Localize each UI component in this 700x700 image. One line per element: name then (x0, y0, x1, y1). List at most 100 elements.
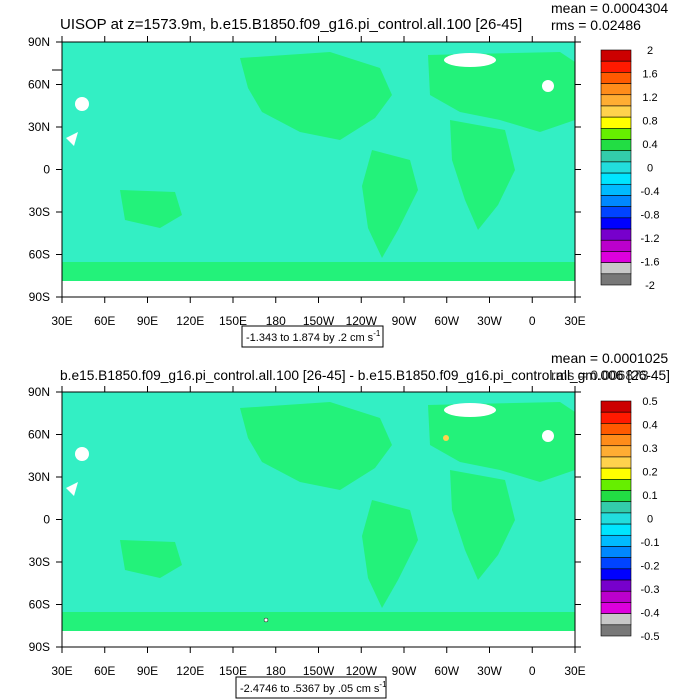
colorbar-swatch (600, 490, 632, 503)
landmass-eurasia (428, 52, 575, 132)
colorbar-swatch (600, 400, 632, 413)
land-mask (62, 402, 575, 631)
colorbar-swatch (600, 251, 632, 263)
unit-exponent: -1 (373, 329, 381, 338)
x-tick-labels: 30E 60E 90E 120E 150E 180 150W 120W 90W 60W 30W 0 30… (51, 36, 586, 328)
x-tick-label: 120E (176, 664, 204, 678)
x-tick-label: 30W (477, 314, 502, 328)
colorbar-swatch (600, 445, 632, 458)
polar-blank-band (62, 620, 575, 631)
x-tick-label: 90E (137, 314, 158, 328)
colorbar: 0.5 0.4 0.3 0.2 0.1 0 -0.1 -0.2 -0.3 -0.4 -0.5 (600, 396, 660, 643)
colorbar-swatch (600, 568, 632, 581)
y-tick-labels: 90N 60N 30N 0 30S 60S 90S (28, 35, 581, 304)
rms-stat: rms = 0.006873 (551, 367, 649, 383)
colorbar-label: 0.4 (642, 139, 657, 151)
colorbar-label: 1.6 (642, 69, 657, 81)
y-tick-label: 90S (29, 290, 50, 304)
y-tick-label: 60S (29, 248, 50, 262)
colorbar-swatch (600, 613, 632, 626)
x-tick-label: 60E (94, 664, 115, 678)
colorbar-swatch (600, 72, 632, 84)
colorbar-swatch (600, 546, 632, 558)
colorbar-swatch (600, 105, 632, 118)
range-label-box: -2.4746 to .5367 by .05 cm s-1 (235, 676, 387, 699)
missing-patch-hudson (542, 80, 554, 92)
missing-patch-hudson (542, 430, 554, 442)
y-tick-label: 90N (28, 385, 50, 399)
greenland-missing-patch (444, 403, 496, 417)
colorbar-swatch (600, 534, 632, 547)
colorbar-label: -0.2 (641, 561, 660, 573)
colorbar-swatch (600, 183, 632, 196)
svg-text:-2.4746 to .5367 by .05 cm s-1: -2.4746 to .5367 by .05 cm s-1 (240, 680, 387, 695)
colorbar-swatch (600, 411, 632, 424)
colorbar-label: -0.1 (641, 537, 660, 549)
colorbar-label: -0.5 (641, 631, 660, 643)
colorbar-label: -2 (645, 280, 655, 292)
colorbar-swatch (600, 116, 632, 129)
plot-title: b.e15.B1850.f09_g16.pi_control.all.100 [… (60, 367, 670, 383)
colorbar-swatch (600, 423, 632, 435)
y-tick-label: 30N (28, 470, 50, 484)
x-tick-label: 30E (564, 664, 585, 678)
x-tick-label: 90W (392, 314, 417, 328)
colorbar-swatch (600, 83, 632, 96)
colorbar-label: 0.8 (642, 116, 657, 128)
x-tick-label: 150E (219, 314, 247, 328)
y-tick-labels: 90N 60N 30N 0 30S 60S 90S (28, 385, 581, 654)
anomaly-mark-orange (443, 435, 449, 441)
colorbar-label: -1.2 (641, 233, 660, 245)
colorbar-swatch (600, 579, 632, 592)
landmass-north-america (240, 52, 392, 140)
x-tick-label: 150E (219, 664, 247, 678)
colorbar-swatch (600, 590, 632, 603)
panel-bottom: b.e15.B1850.f09_g16.pi_control.all.100 [… (28, 350, 670, 699)
x-tick-label: 180 (266, 664, 286, 678)
colorbar-label: -1.6 (641, 257, 660, 269)
y-tick-label: 30N (28, 120, 50, 134)
x-tick-label: 120E (176, 314, 204, 328)
x-tick-label: 0 (529, 664, 536, 678)
y-tick-label: 90N (28, 35, 50, 49)
x-tick-label: 30E (564, 314, 585, 328)
x-tick-label: 120W (346, 664, 378, 678)
landmass-australia (120, 540, 182, 578)
landmass-africa (450, 470, 515, 580)
svg-text:-1.343 to 1.874 by .2 cm s-1: -1.343 to 1.874 by .2 cm s-1 (246, 329, 381, 344)
missing-patch-pacific (75, 97, 89, 111)
y-tick-label: 0 (43, 513, 50, 527)
colorbar-swatch (600, 139, 632, 152)
x-tick-label: 90W (392, 664, 417, 678)
plot-title: UISOP at z=1573.9m, b.e15.B1850.f09_g16.… (60, 16, 522, 33)
colorbar-swatch (600, 273, 632, 286)
y-tick-label: 30S (29, 205, 50, 219)
x-tick-label: 90E (137, 664, 158, 678)
colorbar-swatch (600, 206, 632, 219)
colorbar-label: 0.2 (642, 467, 657, 479)
x-tick-label: 60E (94, 314, 115, 328)
colorbar-label: 1.2 (642, 92, 657, 104)
x-tick-labels: 30E 60E 90E 120E 150E 180 150W 120W 90W 60W 30W 0 30… (51, 386, 586, 678)
x-tick-label: 0 (529, 314, 536, 328)
missing-patch-arctic-islands (66, 482, 78, 496)
colorbar-label: 0.1 (642, 490, 657, 502)
colorbar-swatch (600, 217, 632, 230)
x-tick-label: 150W (303, 314, 335, 328)
x-tick-label: 30W (477, 664, 502, 678)
colorbar-swatch (600, 94, 632, 107)
x-tick-label: 60W (434, 664, 459, 678)
range-label-box: -1.343 to 1.874 by .2 cm s-1 (241, 325, 384, 348)
y-tick-label: 30S (29, 555, 50, 569)
range-label: -1.343 to 1.874 by .2 cm s (246, 332, 374, 344)
colorbar-label: 0.5 (642, 396, 657, 408)
x-tick-label: 180 (266, 314, 286, 328)
colorbar-label: 0 (647, 514, 653, 526)
colorbar-swatch (600, 501, 632, 514)
panel-top: UISOP at z=1573.9m, b.e15.B1850.f09_g16.… (28, 0, 668, 348)
colorbar-swatch (600, 479, 632, 491)
x-tick-label: 30E (51, 314, 72, 328)
y-tick-label: 60N (28, 428, 50, 442)
x-tick-label: 150W (303, 664, 335, 678)
